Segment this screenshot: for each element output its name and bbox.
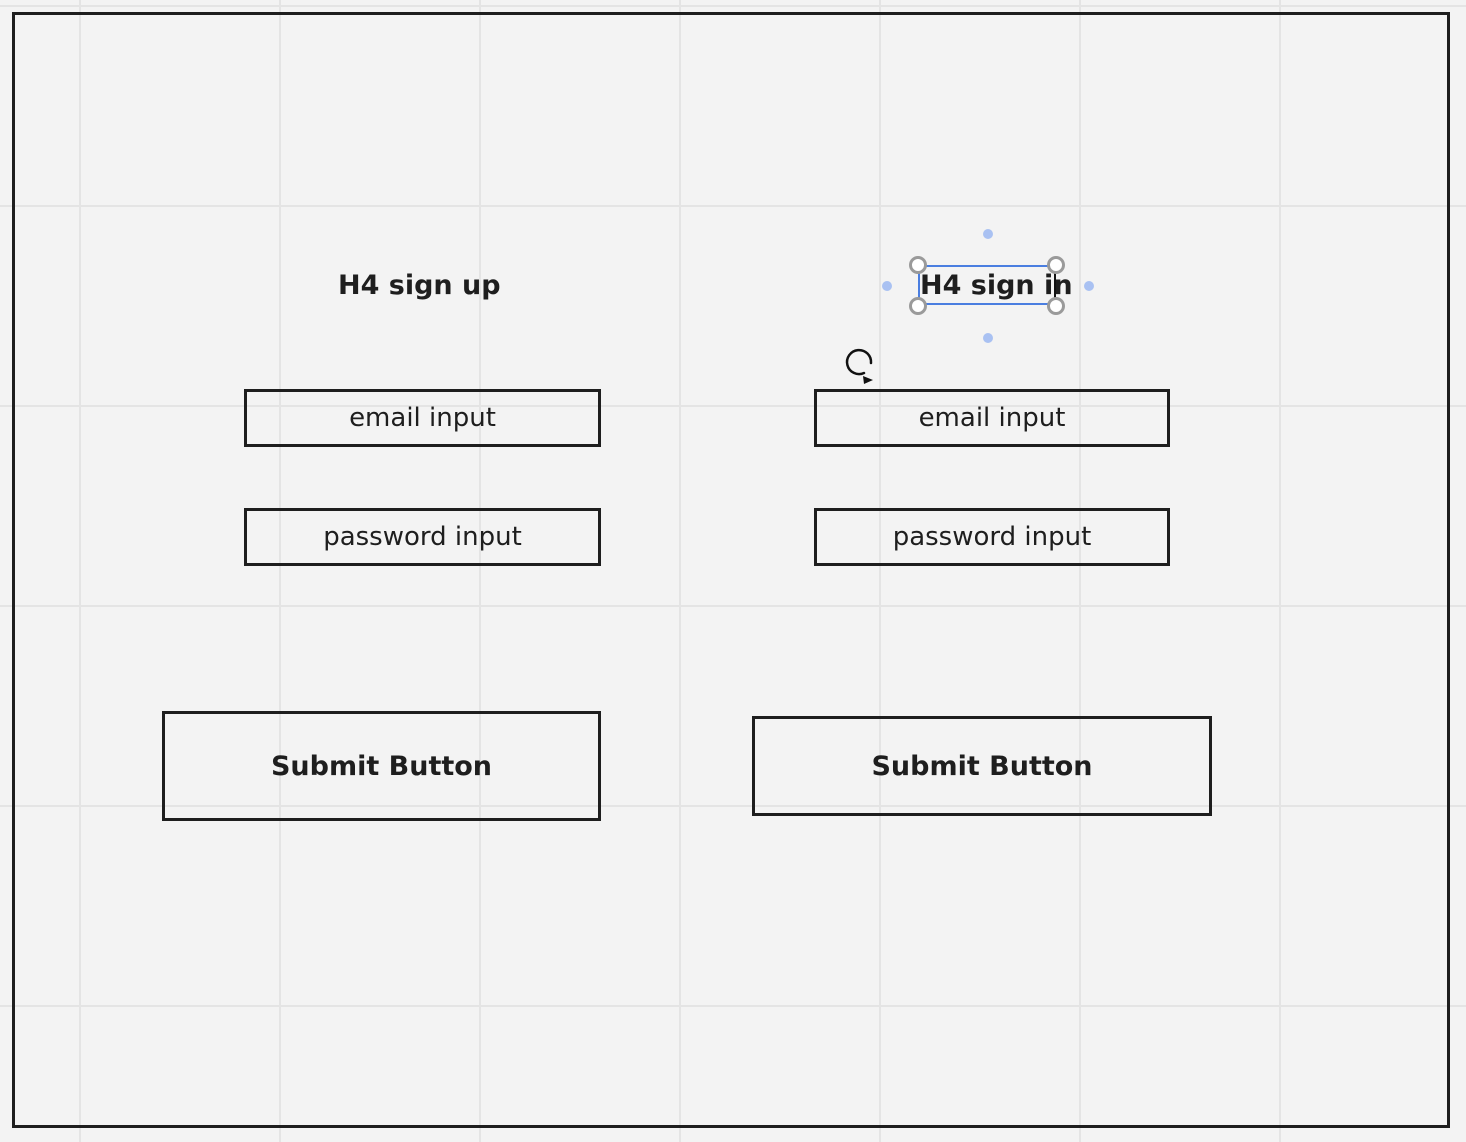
resize-handle-top-right[interactable] xyxy=(1047,256,1065,274)
signin-password-input[interactable]: password input xyxy=(814,508,1170,566)
signup-heading[interactable]: H4 sign up xyxy=(338,270,501,301)
wireframe-frame[interactable] xyxy=(12,12,1450,1128)
signin-email-input[interactable]: email input xyxy=(814,389,1170,447)
connector-dot-top[interactable] xyxy=(983,229,993,239)
signin-heading[interactable]: H4 sign in xyxy=(920,270,1073,301)
signup-password-input[interactable]: password input xyxy=(244,508,601,566)
connector-dot-left[interactable] xyxy=(882,281,892,291)
signup-email-label: email input xyxy=(349,403,496,433)
signin-email-label: email input xyxy=(918,403,1066,433)
signin-submit-button[interactable]: Submit Button xyxy=(752,716,1212,816)
connector-dot-right[interactable] xyxy=(1084,281,1094,291)
connector-dot-bottom[interactable] xyxy=(983,333,993,343)
signin-password-label: password input xyxy=(892,522,1092,552)
text-selection-box xyxy=(918,265,1056,305)
rotate-cursor-icon xyxy=(842,346,880,386)
resize-handle-bottom-right[interactable] xyxy=(1047,297,1065,315)
signup-submit-label: Submit Button xyxy=(270,750,493,782)
resize-handle-top-left[interactable] xyxy=(909,256,927,274)
signup-submit-button[interactable]: Submit Button xyxy=(162,711,601,821)
signup-password-label: password input xyxy=(323,522,522,552)
text-caret xyxy=(1054,266,1056,304)
resize-handle-bottom-left[interactable] xyxy=(909,297,927,315)
signup-email-input[interactable]: email input xyxy=(244,389,601,447)
signin-submit-label: Submit Button xyxy=(871,750,1093,782)
